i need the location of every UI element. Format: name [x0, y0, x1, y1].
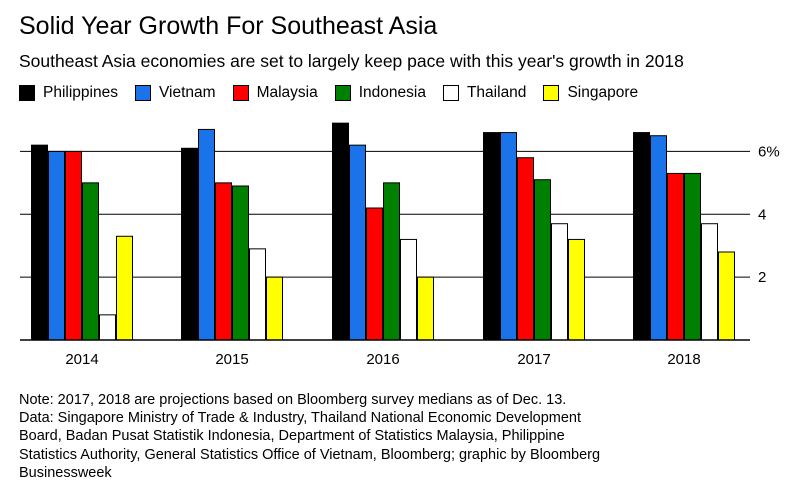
bar-vietnam-2017	[500, 132, 517, 341]
chart-title: Solid Year Growth For Southeast Asia	[19, 12, 438, 40]
legend-label-malaysia: Malaysia	[256, 84, 318, 101]
bar-thailand-2015	[249, 248, 266, 341]
bar-singapore-2018	[718, 251, 735, 341]
bar-philippines-2018	[633, 132, 650, 341]
footnote-line: Businessweek	[19, 464, 112, 481]
bar-philippines-2016	[332, 122, 349, 341]
legend-item-indonesia: Indonesia	[334, 84, 426, 102]
legend-label-thailand: Thailand	[466, 84, 527, 101]
footnote-line: Note: 2017, 2018 are projections based o…	[19, 392, 567, 408]
footnote: Note: 2017, 2018 are projections based o…	[19, 391, 600, 482]
bar-singapore-2014	[116, 235, 133, 341]
bar-singapore-2015	[266, 276, 283, 341]
y-tick-label: 2	[758, 269, 766, 286]
legend-swatch-vietnam	[134, 85, 151, 101]
bar-indonesia-2016	[383, 182, 400, 341]
footnote-line: Statistics Authority, General Statistics…	[19, 446, 601, 463]
legend-swatch-philippines	[19, 85, 35, 101]
legend-swatch-indonesia	[334, 85, 351, 101]
legend-item-thailand: Thailand	[442, 84, 527, 102]
legend-item-philippines: Philippines	[19, 84, 118, 102]
legend-swatch-thailand	[442, 85, 459, 101]
bar-philippines-2015	[181, 147, 198, 341]
legend-item-vietnam: Vietnam	[134, 84, 216, 102]
bar-philippines-2014	[31, 144, 48, 341]
bar-vietnam-2018	[650, 135, 667, 341]
bar-vietnam-2014	[48, 150, 65, 341]
footnote-line: Board, Badan Pusat Statistik Indonesia, …	[19, 428, 565, 445]
bar-indonesia-2015	[232, 185, 249, 341]
footnote-line: Data: Singapore Ministry of Trade & Indu…	[19, 410, 582, 427]
bar-malaysia-2014	[65, 150, 82, 341]
bar-thailand-2017	[551, 223, 568, 341]
legend-label-philippines: Philippines	[43, 84, 118, 101]
bar-indonesia-2017	[534, 179, 551, 341]
legend-label-indonesia: Indonesia	[358, 84, 426, 101]
y-tick-label: 6%	[758, 143, 780, 160]
legend-item-malaysia: Malaysia	[232, 84, 318, 102]
bar-thailand-2014	[99, 314, 116, 341]
legend-item-singapore: Singapore	[543, 84, 638, 102]
bar-vietnam-2016	[349, 144, 366, 341]
bar-chart: 2 4 6% 2014 2015 2016 2017 2018	[20, 122, 780, 368]
legend-label-singapore: Singapore	[567, 84, 639, 101]
x-tick-label: 2017	[517, 351, 550, 368]
bar-singapore-2017	[568, 238, 585, 341]
x-tick-label: 2016	[366, 351, 399, 368]
legend-swatch-malaysia	[232, 85, 249, 101]
x-tick-label: 2015	[215, 351, 248, 368]
bar-malaysia-2018	[667, 172, 684, 341]
y-tick-label: 4	[758, 206, 766, 223]
bar-thailand-2018	[701, 223, 718, 341]
legend-label-vietnam: Vietnam	[158, 84, 216, 101]
chart-subtitle: Southeast Asia economies are set to larg…	[19, 51, 684, 71]
bar-malaysia-2017	[517, 157, 534, 341]
bar-indonesia-2014	[82, 182, 99, 341]
bar-philippines-2017	[483, 132, 500, 341]
bar-singapore-2016	[417, 276, 434, 341]
legend: Philippines Vietnam Malaysia Indonesia T…	[19, 84, 655, 102]
x-tick-label: 2018	[667, 351, 700, 368]
x-tick-label: 2014	[65, 351, 98, 368]
bar-malaysia-2015	[215, 182, 232, 341]
legend-swatch-singapore	[543, 85, 560, 101]
bar-malaysia-2016	[366, 207, 383, 341]
bar-vietnam-2015	[198, 128, 215, 341]
bar-thailand-2016	[400, 238, 417, 341]
bar-indonesia-2018	[684, 172, 701, 341]
